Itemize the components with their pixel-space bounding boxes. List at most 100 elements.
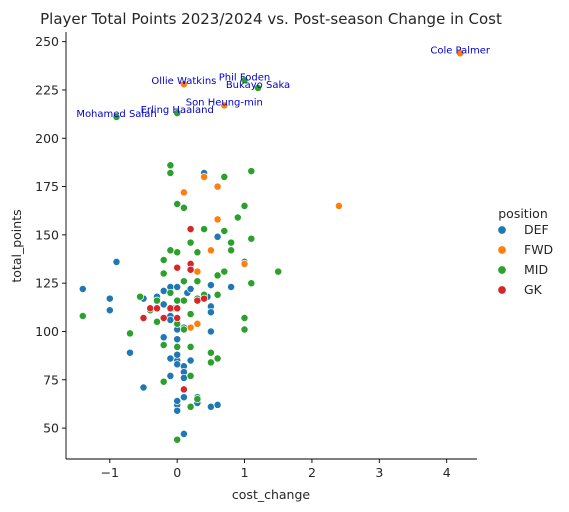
data-point [166, 161, 175, 170]
annotation-label: Bukayo Saka [226, 80, 290, 91]
data-point [247, 167, 256, 176]
data-point [227, 246, 236, 255]
data-point [206, 308, 215, 317]
data-point [220, 172, 229, 181]
data-point [173, 350, 182, 359]
data-point [213, 354, 222, 363]
data-point [240, 314, 249, 322]
data-point [227, 238, 236, 247]
data-point [193, 248, 202, 257]
y-tick-label: 50 [43, 421, 59, 436]
data-point [179, 203, 188, 212]
data-point [166, 169, 175, 177]
data-point [166, 315, 175, 324]
data-point [179, 385, 188, 394]
data-point [193, 395, 202, 404]
y-tick-label: 100 [35, 324, 59, 339]
data-point [206, 348, 215, 357]
data-point [159, 256, 168, 264]
y-tick-label: 125 [35, 276, 59, 291]
x-axis-title: cost_change [232, 487, 310, 502]
data-point [213, 182, 222, 191]
data-point [186, 285, 195, 293]
legend-marker [497, 245, 507, 255]
legend-item-label: DEF [524, 222, 549, 237]
data-point [200, 172, 209, 181]
data-point [206, 402, 215, 411]
data-point [112, 113, 121, 121]
legend-item-label: MID [524, 262, 548, 277]
data-point [240, 201, 249, 210]
x-tick-label: 0 [173, 465, 181, 480]
data-point [166, 304, 175, 313]
legend-marker [497, 265, 507, 275]
data-point [220, 101, 229, 110]
data-point [200, 294, 209, 303]
data-point [139, 383, 148, 392]
data-point [179, 188, 188, 197]
data-point [254, 84, 262, 92]
legend-marker [497, 285, 507, 295]
x-tick-label: 1 [241, 465, 249, 480]
y-tick-label: 225 [35, 82, 59, 97]
data-point [179, 296, 188, 305]
legend: position DEF FWD MID GK [497, 206, 553, 297]
x-tick-label: −1 [101, 465, 119, 480]
data-point [220, 227, 229, 235]
data-point [274, 267, 283, 276]
y-tick-label: 150 [35, 227, 59, 242]
legend-item-label: FWD [524, 242, 553, 257]
annotation-label: Mohamed Salah [76, 109, 156, 120]
data-point [213, 232, 222, 241]
data-point [193, 277, 202, 286]
data-point [173, 360, 182, 369]
data-point [213, 290, 222, 299]
data-point [173, 342, 182, 351]
data-point [456, 49, 465, 58]
data-point [136, 292, 145, 301]
legend-title: position [498, 206, 548, 221]
data-point [173, 109, 182, 118]
data-point [186, 310, 195, 319]
annotation-label: Phil Foden [219, 72, 270, 83]
data-point [173, 397, 182, 405]
data-point [179, 277, 188, 286]
data-point [78, 312, 87, 320]
data-point [173, 314, 182, 322]
data-point [105, 294, 114, 303]
data-point [173, 406, 182, 415]
data-point [179, 393, 188, 402]
data-point [112, 257, 121, 266]
data-point [220, 267, 229, 276]
data-point [206, 246, 215, 255]
data-point [186, 238, 195, 247]
data-point [173, 435, 182, 444]
data-point [186, 265, 195, 274]
annotation-label: Cole Palmer [430, 45, 491, 56]
series-mid [78, 76, 283, 444]
data-point [153, 304, 161, 313]
y-tick-label: 175 [35, 179, 59, 194]
data-point [126, 329, 134, 338]
data-point [240, 259, 249, 268]
data-point [159, 286, 168, 295]
x-tick-label: 4 [443, 465, 451, 480]
data-point [159, 341, 168, 349]
data-point [159, 333, 168, 342]
data-point [179, 325, 188, 334]
plot-area [78, 49, 465, 444]
data-point [206, 358, 215, 367]
data-point [186, 371, 195, 380]
data-point [233, 213, 242, 222]
data-point [186, 225, 195, 234]
data-point [186, 323, 195, 332]
x-tick-label: 3 [375, 465, 383, 480]
data-point [213, 400, 222, 409]
y-tick-label: 200 [35, 131, 59, 146]
data-point [166, 371, 175, 380]
data-point [139, 314, 148, 322]
data-point [334, 201, 343, 210]
data-point [146, 304, 155, 313]
